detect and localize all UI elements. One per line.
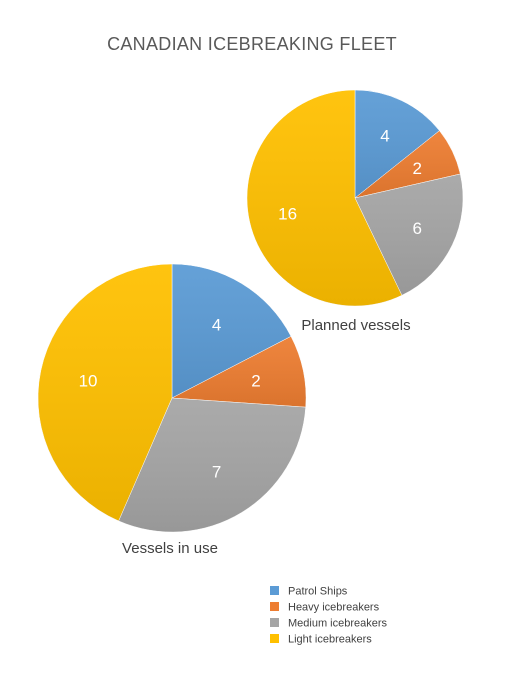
- slice-shade-vessels-in-use-light-icebreakers: [38, 264, 172, 521]
- legend-label-medium-icebreakers: Medium icebreakers: [288, 618, 388, 630]
- legend-swatch-patrol-ships: [270, 586, 279, 595]
- legend-swatch-medium-icebreakers: [270, 618, 279, 627]
- pie-planned-vessels: 4 2 6 16: [246, 89, 464, 307]
- legend-label-patrol-ships: Patrol Ships: [288, 586, 348, 598]
- pie-caption-in-use: Vessels in use: [122, 540, 218, 557]
- legend-swatch-light-icebreakers: [270, 634, 279, 643]
- slice-label-planned-vessels-medium-icebreakers: 6: [413, 219, 422, 238]
- slice-label-vessels-in-use-light-icebreakers: 10: [79, 372, 98, 391]
- pie-vessels-in-use: 4 2 7 10: [37, 263, 307, 533]
- slice-label-vessels-in-use-patrol-ships: 4: [212, 316, 221, 335]
- slice-label-planned-vessels-light-icebreakers: 16: [278, 204, 297, 223]
- slice-label-planned-vessels-patrol-ships: 4: [380, 127, 389, 146]
- slice-shade-vessels-in-use-patrol-ships: [172, 264, 291, 398]
- slice-label-planned-vessels-heavy-icebreakers: 2: [413, 159, 422, 178]
- slice-label-vessels-in-use-medium-icebreakers: 7: [212, 462, 221, 481]
- slice-shade-planned-vessels-patrol-ships: [355, 90, 440, 198]
- legend: Patrol Ships Heavy icebreakers Medium iceb…: [270, 586, 388, 646]
- legend-label-heavy-icebreakers: Heavy icebreakers: [288, 602, 380, 614]
- chart-title: CANADIAN ICEBREAKING FLEET: [107, 34, 397, 54]
- legend-label-light-icebreakers: Light icebreakers: [288, 634, 372, 646]
- slice-shade-planned-vessels-heavy-icebreakers: [355, 130, 461, 198]
- slice-label-vessels-in-use-heavy-icebreakers: 2: [251, 372, 260, 391]
- slice-shade-vessels-in-use-medium-icebreakers: [118, 398, 306, 532]
- pie-caption-planned: Planned vessels: [301, 317, 410, 334]
- slice-shade-planned-vessels-light-icebreakers: [246, 89, 402, 306]
- legend-swatch-heavy-icebreakers: [270, 602, 279, 611]
- slice-shade-planned-vessels-medium-icebreakers: [355, 173, 463, 296]
- slice-shade-vessels-in-use-heavy-icebreakers: [172, 336, 306, 408]
